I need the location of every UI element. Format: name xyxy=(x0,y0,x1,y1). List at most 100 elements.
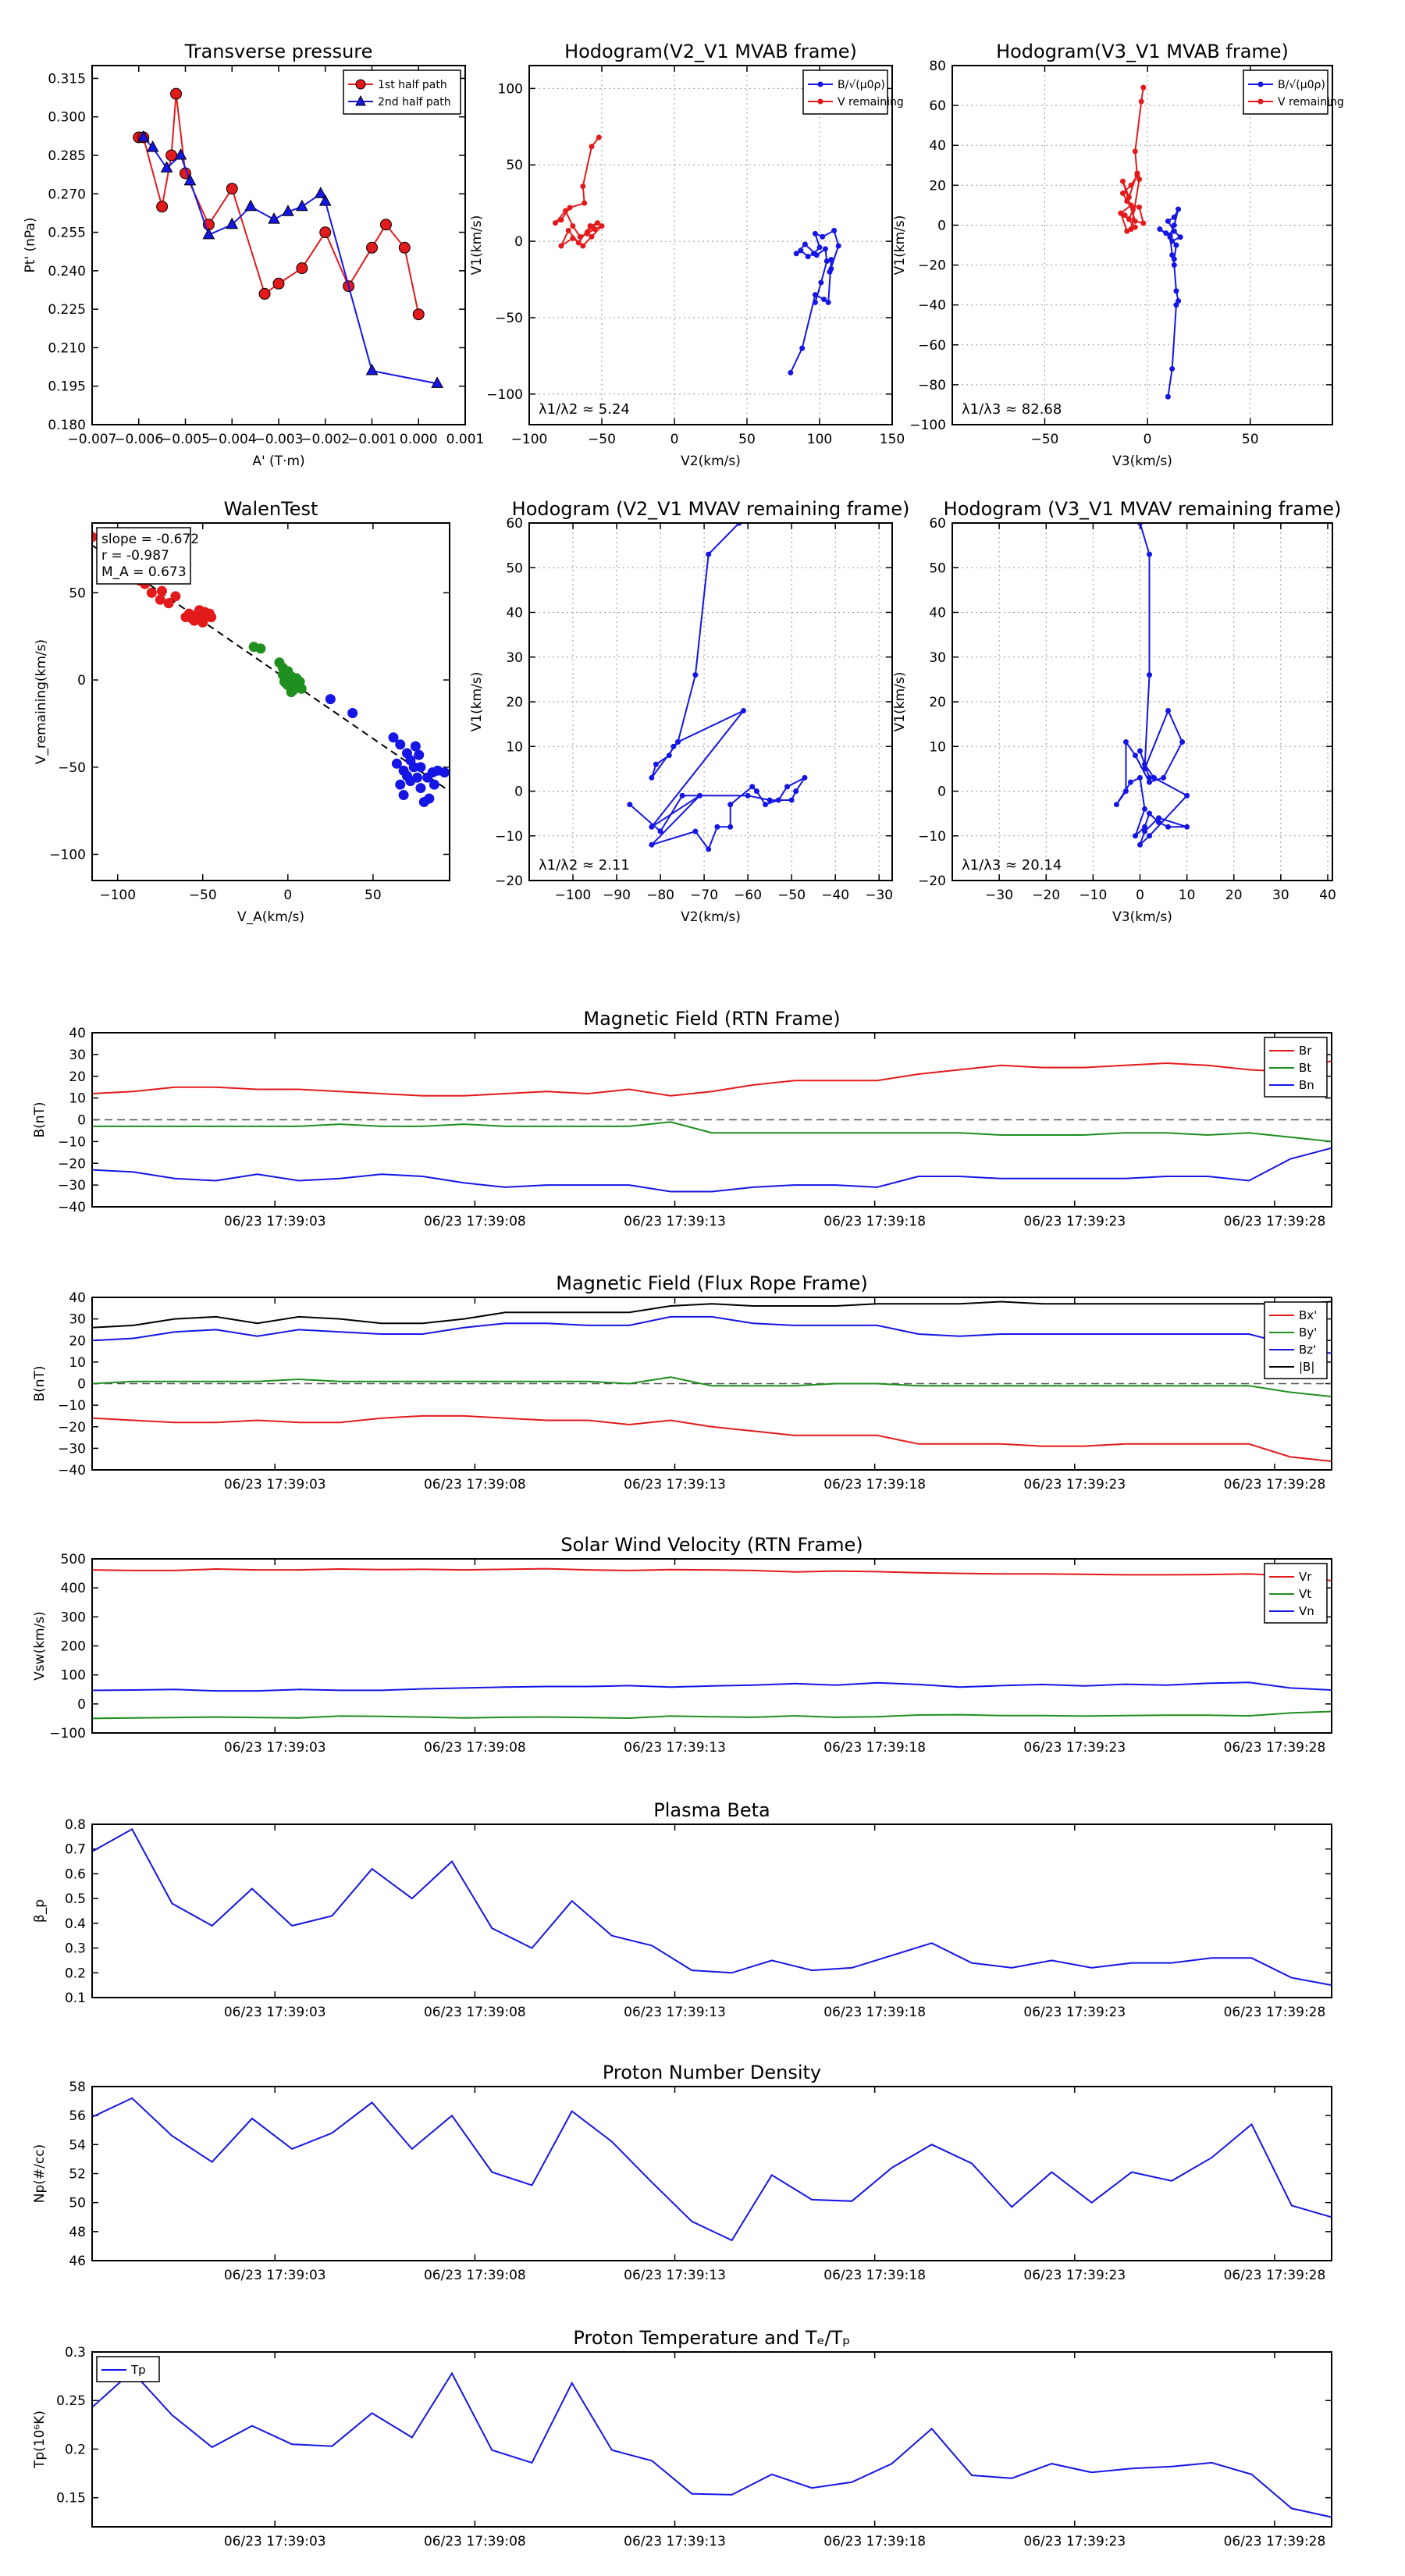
fluxrope-ylabel: B(nT) xyxy=(32,1365,48,1401)
tp-point xyxy=(258,287,271,300)
h2-point xyxy=(1165,393,1171,400)
h3-xtick-label: −30 xyxy=(865,888,893,903)
bfield-ylabel: B(nT) xyxy=(32,1101,48,1137)
h1-point xyxy=(582,200,588,206)
walen-xtick-label: −50 xyxy=(189,888,217,903)
h1-legend xyxy=(802,69,888,115)
h3-ytick-label: −10 xyxy=(495,829,523,845)
h3-point xyxy=(706,551,712,557)
h4-ytick-label: 60 xyxy=(929,516,946,532)
walen-point xyxy=(286,687,297,698)
h3-point xyxy=(692,672,699,678)
walen-xlabel: V_A(km/s) xyxy=(237,909,304,925)
tp-point xyxy=(170,87,183,100)
h1-point xyxy=(592,226,598,232)
h3-point xyxy=(767,797,773,803)
h1-point xyxy=(575,240,582,246)
temp-xtick-label: 06/23 17:39:08 xyxy=(424,2534,526,2549)
temp-ylabel: Tp(10⁶K) xyxy=(32,2411,48,2469)
h3-point xyxy=(745,792,751,799)
h3-ytick-label: −20 xyxy=(495,873,523,889)
tp-point xyxy=(156,201,169,213)
density-xtick-label: 06/23 17:39:08 xyxy=(424,2268,526,2283)
walen-point xyxy=(415,783,426,794)
fluxrope-xtick-label: 06/23 17:39:18 xyxy=(823,1477,926,1493)
h4-point xyxy=(1165,824,1172,830)
h1-point xyxy=(596,134,602,141)
h3-point xyxy=(788,797,795,803)
h4-point xyxy=(1184,824,1190,830)
h4-series-line-0 xyxy=(1115,523,1189,845)
vsw-xtick-label: 06/23 17:39:13 xyxy=(624,1740,726,1756)
bfield-legend-label: Bn xyxy=(1299,1078,1314,1092)
h4-point xyxy=(1132,753,1138,759)
fluxrope-series-Bz' xyxy=(91,1315,1332,1354)
fluxrope-legend-label: |B| xyxy=(1299,1360,1314,1374)
h1-point xyxy=(599,223,605,229)
tp-ytick-label: 0.240 xyxy=(48,264,86,279)
h2-point xyxy=(1163,230,1169,237)
h1-point xyxy=(813,252,820,258)
h4-point xyxy=(1122,739,1129,745)
tp-ytick-label: 0.315 xyxy=(48,71,86,87)
h4-point xyxy=(1147,774,1153,781)
h1-point xyxy=(831,227,838,233)
h4-title: Hodogram (V3_V1 MVAV remaining frame) xyxy=(944,498,1342,520)
walen-point xyxy=(415,762,426,773)
walen-panel: −100 −50 0 50 −100 −50 0 50 WalenTest V_A(km/s) V_… xyxy=(34,498,450,925)
beta-xtick-label: 06/23 17:39:23 xyxy=(1023,2005,1126,2020)
h2-ytick-label: 20 xyxy=(929,178,946,194)
h2-point xyxy=(1122,212,1128,219)
h2-point xyxy=(1128,226,1134,233)
h4-point xyxy=(1156,815,1162,821)
h2-ytick-label: 40 xyxy=(929,138,946,154)
h3-xtick-label: −60 xyxy=(734,888,762,903)
h1-point xyxy=(558,217,564,223)
h2-point xyxy=(1126,194,1132,201)
h1-xtick-label: −50 xyxy=(588,432,616,447)
vsw-ylabel: Vsw(km/s) xyxy=(32,1611,48,1681)
fluxrope-xtick-label: 06/23 17:39:03 xyxy=(224,1477,326,1493)
density-ytick-label: 58 xyxy=(69,2080,86,2095)
h4-xtick-label: 10 xyxy=(1179,888,1196,903)
h2-ytick-label: 80 xyxy=(929,59,946,74)
tp-point xyxy=(379,219,392,231)
h2-data xyxy=(1118,84,1183,400)
tp-point xyxy=(226,217,239,229)
h4-xtick-label: −30 xyxy=(985,888,1013,903)
h1-point xyxy=(812,299,818,305)
tp-point xyxy=(431,376,443,388)
walen-point xyxy=(439,767,450,777)
h3-xtick-label: −100 xyxy=(555,888,592,903)
fluxrope-ytick-label: −20 xyxy=(58,1420,86,1436)
h3-ytick-label: 10 xyxy=(506,739,523,755)
h4-point xyxy=(1142,806,1148,812)
h1-eigen-ratio: λ1/λ2 ≈ 5.24 xyxy=(539,401,630,418)
vsw-ytick-label: 200 xyxy=(61,1639,86,1655)
bfield-xtick-label: 06/23 17:39:18 xyxy=(823,1214,926,1229)
h2-legend-marker xyxy=(1257,98,1264,105)
h3-ytick-label: 0 xyxy=(514,785,523,800)
h2-point xyxy=(1132,148,1138,155)
beta-ytick-label: 0.6 xyxy=(65,1866,86,1882)
h2-point xyxy=(1169,365,1176,372)
temp-xtick-label: 06/23 17:39:13 xyxy=(624,2534,726,2549)
h4-eigen-ratio: λ1/λ3 ≈ 20.14 xyxy=(962,857,1062,873)
vsw-legend-label: Vn xyxy=(1299,1604,1314,1618)
temp-frame xyxy=(91,2351,1332,2528)
h2-legend-label: B/√(μ0ρ) xyxy=(1278,79,1325,91)
tp-point xyxy=(165,149,178,162)
temp-series-Tp xyxy=(91,2370,1332,2518)
fluxrope-legend-label: Bx' xyxy=(1299,1308,1317,1322)
h1-point xyxy=(589,144,595,150)
h2-point xyxy=(1171,262,1177,269)
h2-legend-label: V remaining xyxy=(1278,96,1344,109)
h2-eigen-ratio: λ1/λ3 ≈ 82.68 xyxy=(962,401,1062,418)
h1-point xyxy=(594,220,600,226)
vsw-panel: 06/23 17:39:03 06/23 17:39:08 06/23 17:39:… xyxy=(32,1534,1332,1756)
density-ylabel: Np(#/cc) xyxy=(32,2144,48,2203)
h1-point xyxy=(584,229,590,235)
density-xtick-label: 06/23 17:39:23 xyxy=(1023,2268,1126,2283)
h2-xlabel: V3(km/s) xyxy=(1112,454,1172,469)
h3-point xyxy=(763,802,769,808)
